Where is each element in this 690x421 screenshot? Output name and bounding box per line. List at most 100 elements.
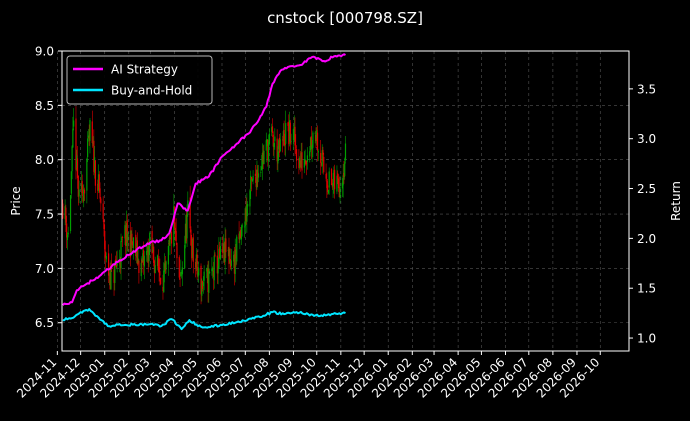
candle-body <box>212 270 215 278</box>
candle-body <box>190 229 192 246</box>
left-tick-label: 9.0 <box>35 45 54 59</box>
candle-body <box>100 198 102 204</box>
y-axis-label-right: Return <box>669 181 683 221</box>
candle-body <box>135 234 137 257</box>
candle-body <box>169 237 171 246</box>
candle-body <box>338 188 340 198</box>
candle-body <box>323 156 325 173</box>
candle-body <box>218 248 220 269</box>
candle-body <box>290 141 292 143</box>
candle-body <box>288 120 291 142</box>
candle-body <box>194 262 197 268</box>
candle-body <box>81 181 83 194</box>
candle-body <box>273 143 275 148</box>
candle-body <box>88 137 90 139</box>
candle-body <box>158 267 160 273</box>
candle-body <box>69 195 72 232</box>
candle-body <box>249 190 251 207</box>
candle-body <box>262 152 264 162</box>
candle-body <box>240 227 243 240</box>
candle-body <box>311 144 313 150</box>
candle-body <box>333 170 335 185</box>
candle-body <box>229 259 231 262</box>
candle-body <box>316 132 319 151</box>
candle-body <box>147 246 149 263</box>
candle-body <box>78 189 80 197</box>
candle-body <box>219 247 221 259</box>
candle-body <box>285 123 287 144</box>
candle-body <box>65 207 67 223</box>
return-lines <box>62 53 346 331</box>
candle-body <box>274 136 276 142</box>
candle-body <box>87 135 90 138</box>
candle-body <box>192 237 194 262</box>
candle-body <box>97 183 99 191</box>
candle-body <box>94 157 96 173</box>
candle-body <box>108 253 110 276</box>
candle-body <box>250 177 253 181</box>
candle-body <box>62 203 64 219</box>
candle-body <box>83 189 85 202</box>
candle-body <box>140 262 142 277</box>
right-axis: 1.0 1.5 2.0 2.5 3.0 3.5 <box>629 82 656 346</box>
candle-body <box>228 246 230 265</box>
candle-body <box>306 155 309 162</box>
left-tick-label: 8.5 <box>35 99 54 113</box>
candle-body <box>295 149 298 161</box>
candle-body <box>207 269 209 293</box>
candle-body <box>186 214 188 239</box>
legend: AI Strategy Buy-and-Hold <box>66 55 213 105</box>
left-tick-label: 7.5 <box>35 208 54 222</box>
candle-body <box>278 137 281 153</box>
candle-body <box>309 137 312 151</box>
candle-body <box>317 151 319 153</box>
candle-body <box>233 254 236 274</box>
candle-body <box>98 174 100 190</box>
candle-body <box>342 175 344 186</box>
candle-body <box>241 224 243 228</box>
candle-body <box>222 243 225 252</box>
candle-body <box>320 153 322 163</box>
right-tick-label: 2.5 <box>637 182 656 196</box>
candle-body <box>149 233 151 249</box>
candle-body <box>239 231 241 240</box>
candle-body <box>332 183 334 187</box>
candle-body <box>246 204 248 222</box>
candle-body <box>189 197 191 229</box>
candle-body <box>121 238 123 240</box>
candle-body <box>279 139 281 152</box>
candle-body <box>99 188 101 199</box>
candle-body <box>132 237 135 248</box>
candle-body <box>163 270 165 293</box>
candle-body <box>198 267 200 276</box>
candle-body <box>222 246 224 254</box>
candle-body <box>181 267 183 275</box>
candle-body <box>137 258 139 264</box>
candle-body <box>200 265 202 295</box>
candle-body <box>312 132 314 148</box>
candle-body <box>212 269 214 270</box>
candle-body <box>255 177 257 187</box>
candle-body <box>276 138 278 162</box>
candle-body <box>93 140 95 172</box>
series-line-ai-strategy <box>62 53 346 306</box>
candle-body <box>227 249 229 251</box>
candle-body <box>211 268 213 272</box>
candle-body <box>336 175 338 192</box>
candle-body <box>238 233 240 240</box>
candle-body <box>76 158 79 178</box>
candle-body <box>82 195 84 202</box>
candle-body <box>76 155 78 168</box>
candle-body <box>300 152 302 168</box>
candle-body <box>266 139 268 143</box>
candle-body <box>72 128 74 148</box>
candle-body <box>201 283 203 296</box>
candle-body <box>77 175 79 197</box>
left-tick-label: 7.0 <box>35 262 54 276</box>
candle-body <box>126 220 128 243</box>
candle-body <box>327 190 330 194</box>
candle-body <box>191 238 194 258</box>
candle-body <box>214 254 216 256</box>
candle-body <box>328 171 330 188</box>
